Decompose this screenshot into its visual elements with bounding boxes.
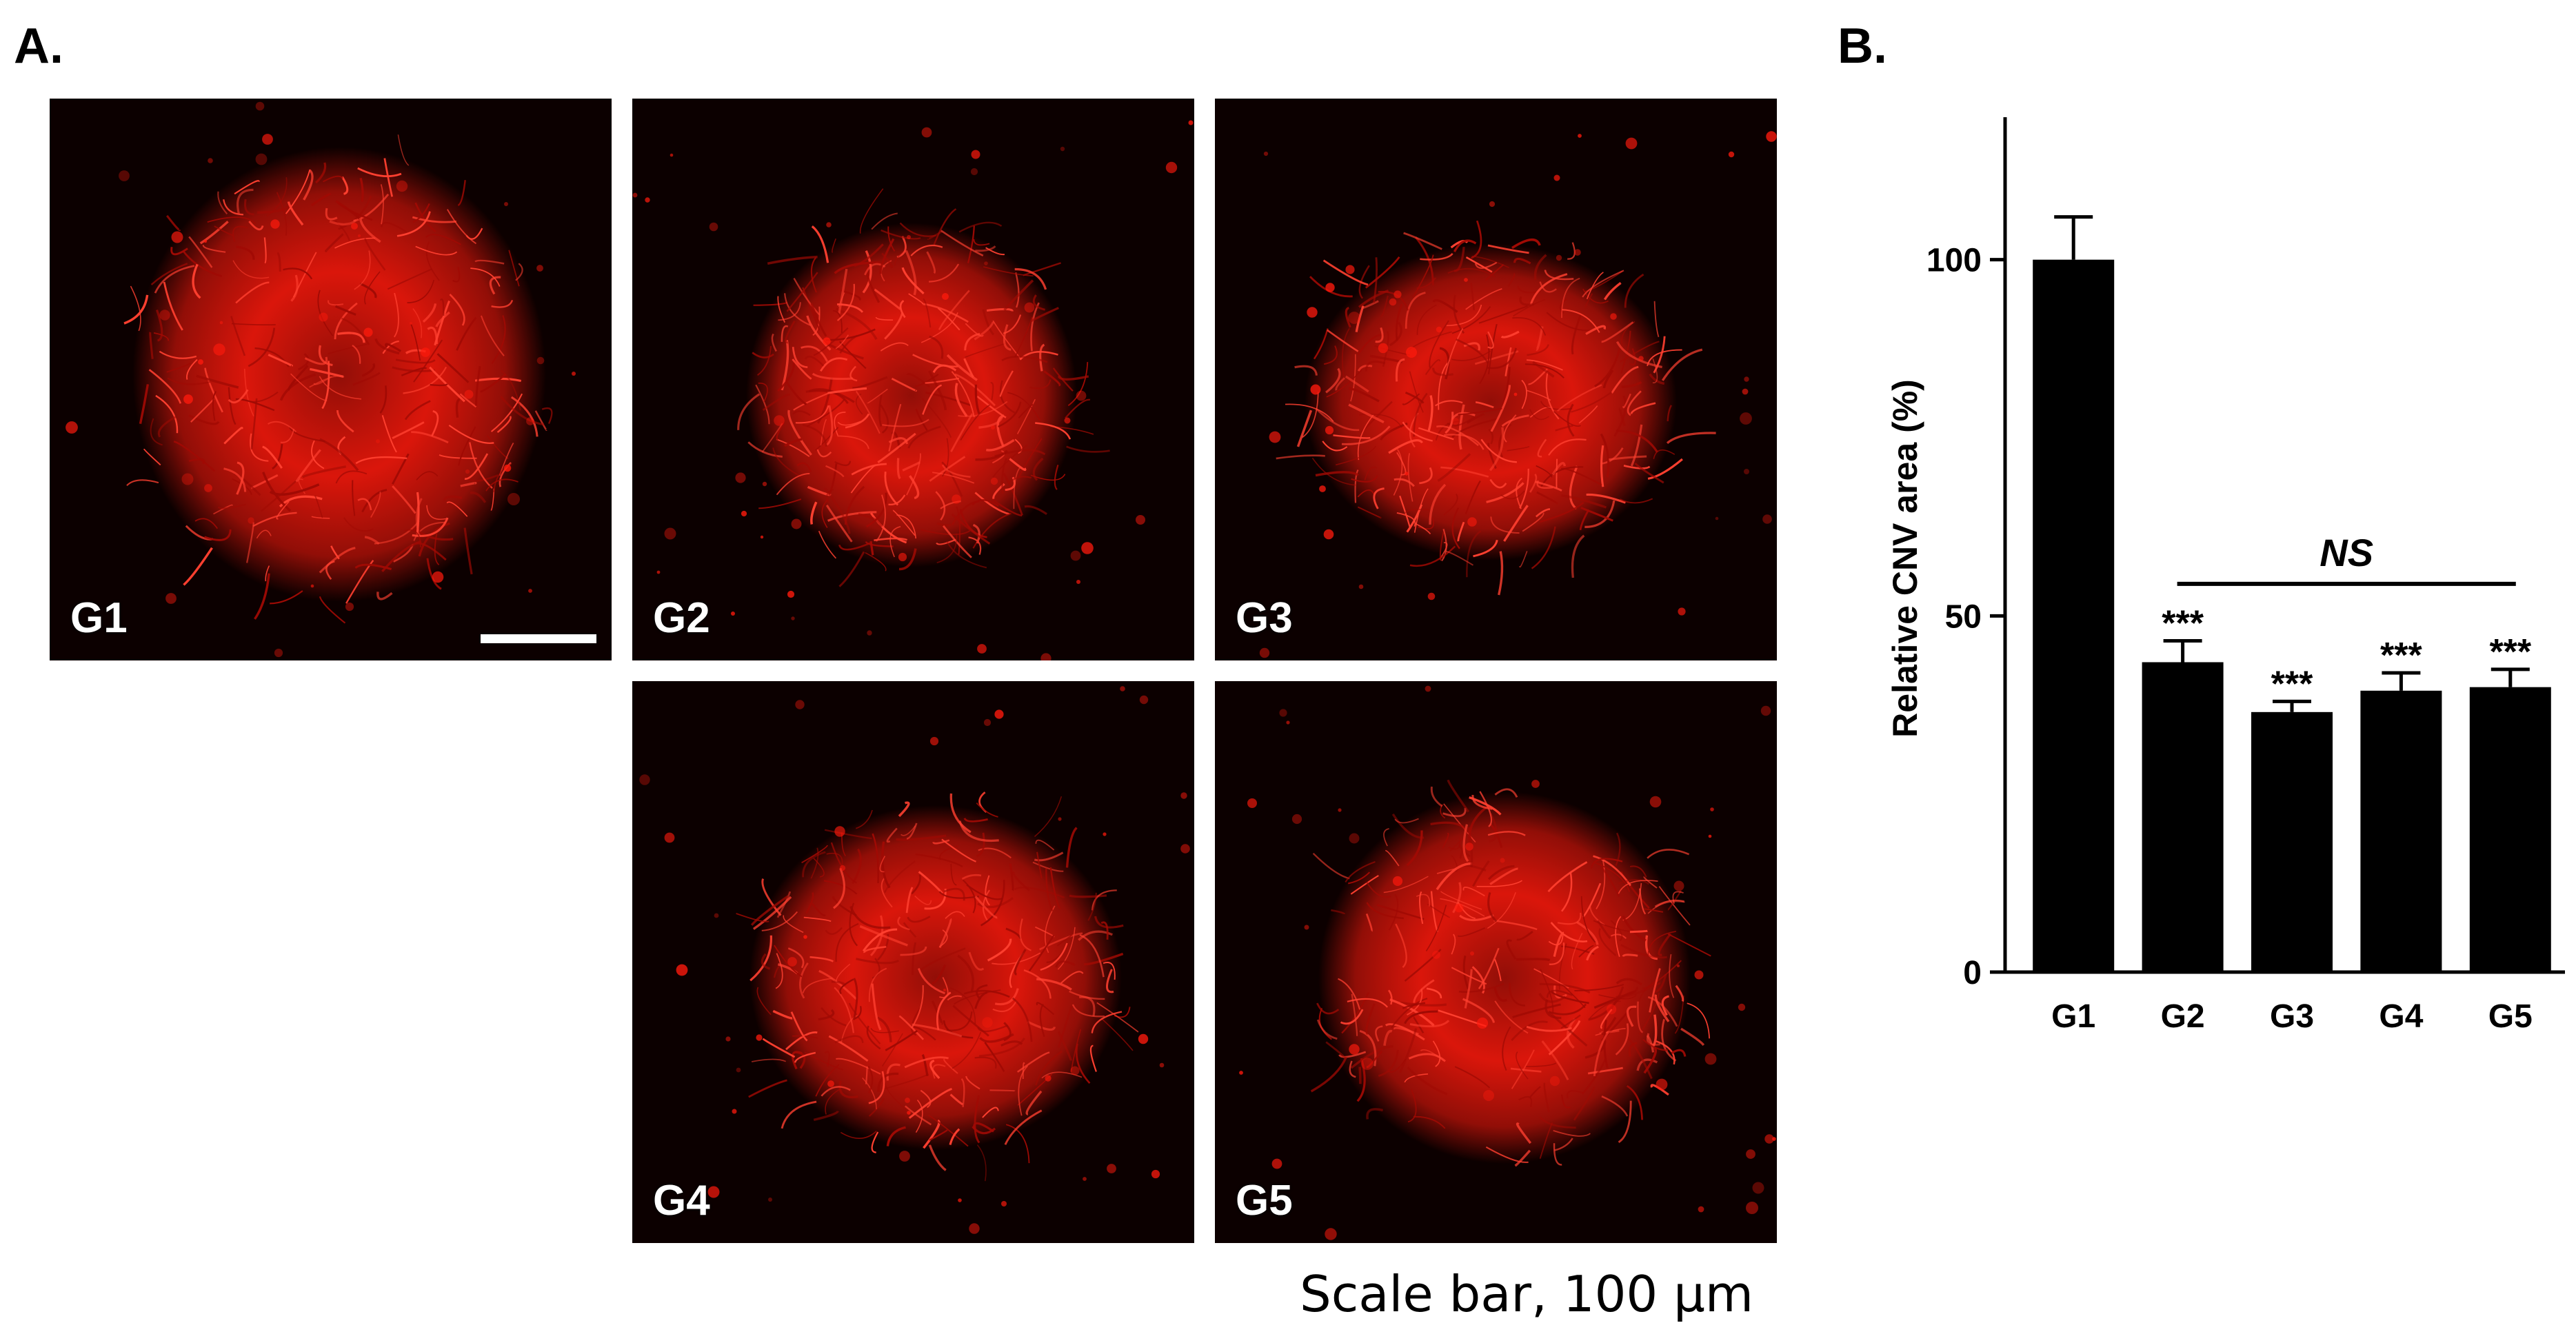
scale-bar-caption: Scale bar, 100 µm <box>1300 1265 1754 1323</box>
cnv-lesion-image <box>639 686 1190 1234</box>
x-tick-label: G1 <box>2051 998 2095 1035</box>
image-label-g4: G4 <box>653 1177 710 1224</box>
cnv-lesion-image <box>66 101 576 658</box>
image-label-g1: G1 <box>70 594 128 642</box>
y-axis-title: Relative CNV area (%) <box>1886 379 1924 738</box>
panel-b-label: B. <box>1838 19 1887 74</box>
bar-g5 <box>2469 687 2551 972</box>
x-tick-label: G3 <box>2270 998 2314 1035</box>
cnv-area-bar-chart: 0 50 100 Relative CNV area (%) G1 G2 *** G3 *** G… <box>1886 117 2565 1035</box>
micrograph-g3: G3 <box>1215 99 1777 660</box>
micrograph-g5: G5 <box>1215 681 1777 1243</box>
micrograph-g1: G1 <box>50 99 612 660</box>
bar-g2 <box>2142 662 2224 972</box>
cnv-lesion-image <box>632 120 1194 660</box>
micrograph-g2: G2 <box>632 99 1194 660</box>
panel-a-label: A. <box>14 19 63 74</box>
comparison-label: NS <box>2320 531 2373 574</box>
significance-marker: *** <box>2271 664 2313 704</box>
significance-marker: *** <box>2162 604 2204 644</box>
cnv-lesion-image <box>1239 685 1776 1240</box>
x-tick-label: G2 <box>2161 998 2205 1035</box>
y-tick-label: 50 <box>1945 598 1982 635</box>
image-label-g5: G5 <box>1236 1177 1293 1224</box>
bar-g1 <box>2033 259 2115 972</box>
bar-g3 <box>2251 711 2333 972</box>
image-label-g2: G2 <box>653 594 710 642</box>
scale-bar <box>481 634 596 643</box>
y-tick-label: 100 <box>1926 243 1982 279</box>
x-tick-label: G5 <box>2488 998 2533 1035</box>
x-tick-label: G4 <box>2379 998 2423 1035</box>
micrograph-g4: G4 <box>632 681 1194 1243</box>
image-label-g3: G3 <box>1236 594 1293 642</box>
bar-g4 <box>2360 690 2442 972</box>
significance-marker: *** <box>2380 636 2422 676</box>
cnv-lesion-image <box>1259 131 1777 658</box>
y-tick-label: 0 <box>1963 955 1982 991</box>
significance-marker: *** <box>2489 632 2531 672</box>
